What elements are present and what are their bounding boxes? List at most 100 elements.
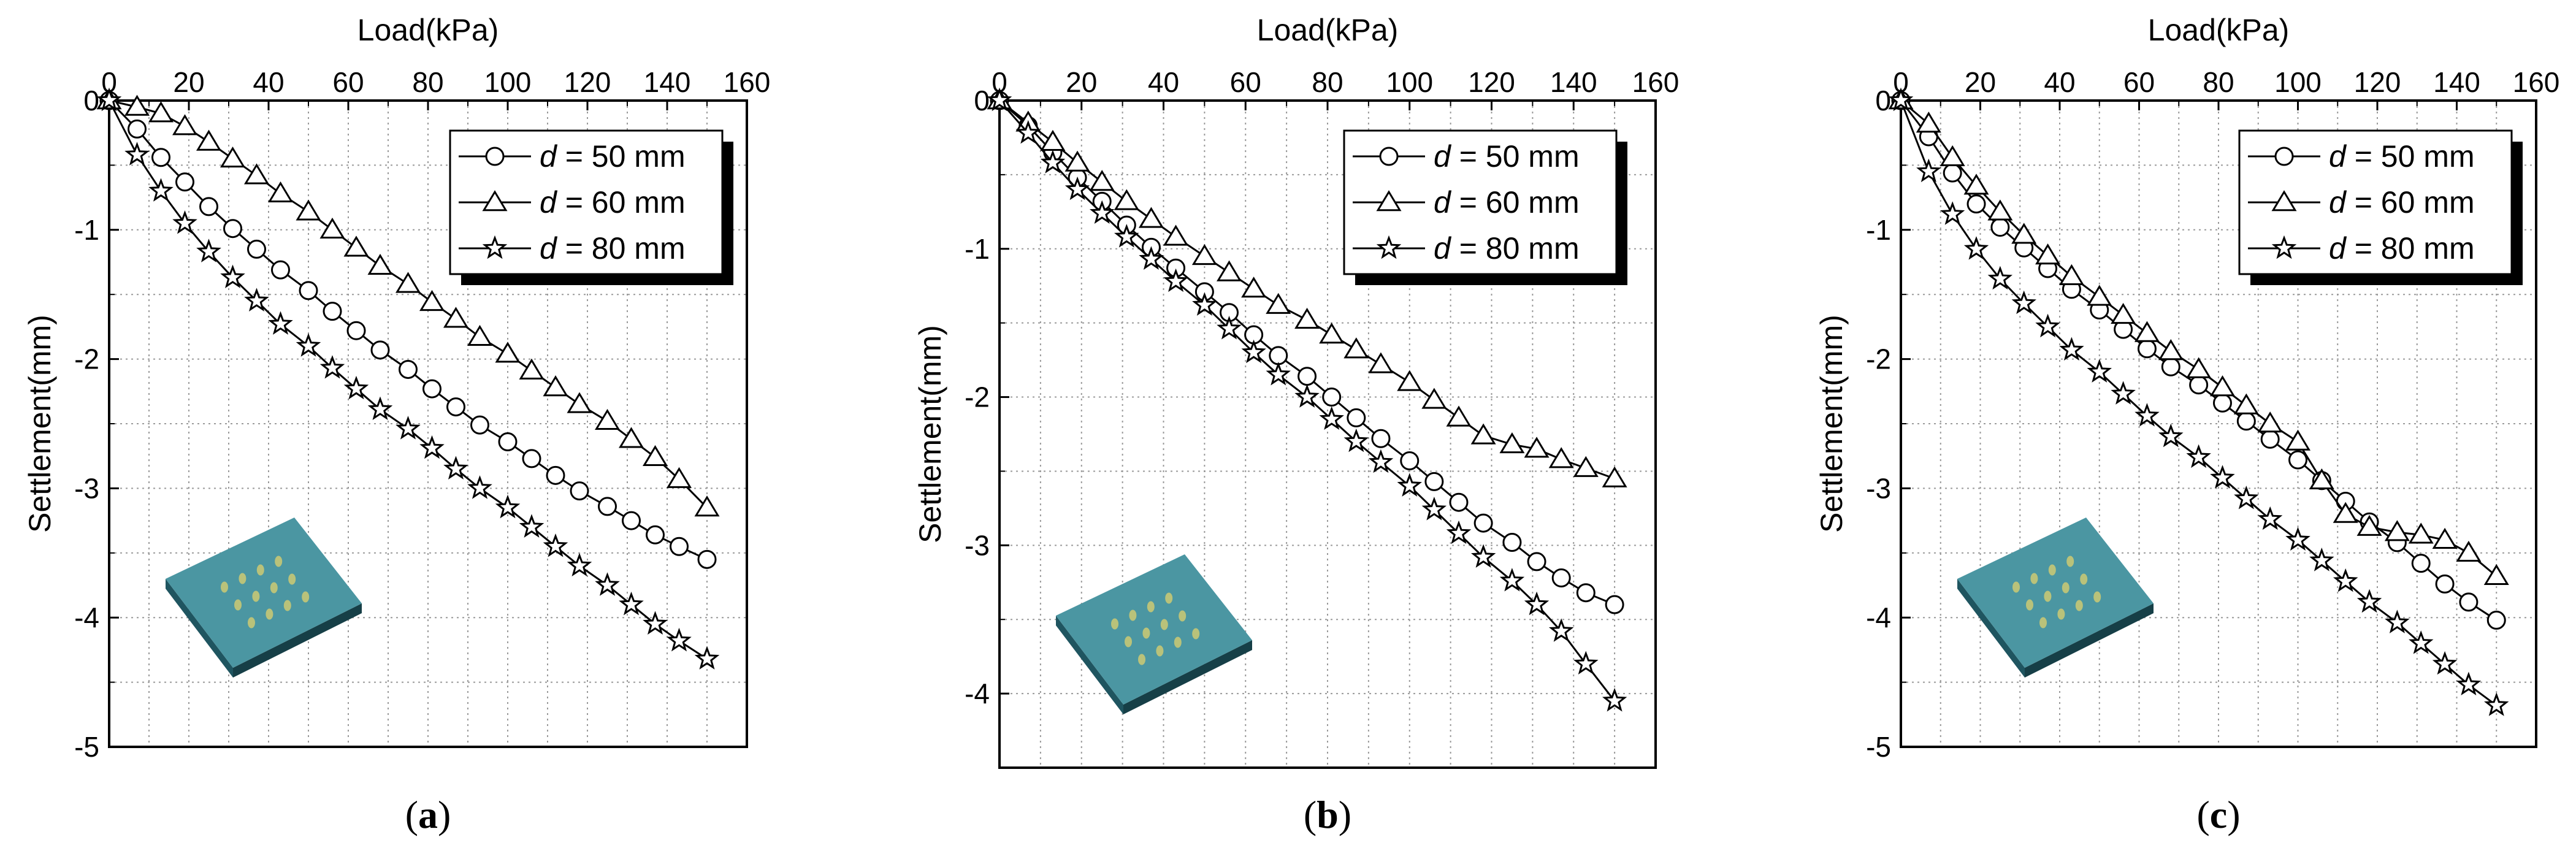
data-point	[2011, 290, 2036, 315]
y-tick-label: -1	[74, 214, 99, 246]
legend-variable: d	[540, 185, 558, 220]
legend-variable: d	[540, 231, 558, 266]
plate-hole	[1129, 610, 1137, 621]
y-tick-label: 0	[974, 85, 990, 117]
data-point	[323, 302, 342, 321]
data-point	[1241, 339, 1266, 364]
data-point	[223, 219, 242, 239]
data-point	[2158, 339, 2184, 361]
data-point	[2035, 313, 2060, 338]
data-point	[646, 525, 665, 545]
plate-hole	[2080, 573, 2088, 585]
legend-marker	[482, 235, 508, 259]
data-point	[1916, 158, 1941, 183]
plate-illustration	[1056, 554, 1252, 714]
legend-entry-label: d = 60 mm	[2329, 185, 2475, 220]
data-point	[543, 375, 568, 397]
y-axis-title: Settlement(mm)	[913, 325, 947, 543]
legend-value: = 80 mm	[557, 231, 686, 266]
data-point	[1163, 268, 1188, 292]
data-point	[2432, 651, 2458, 675]
caption-letter: c	[2210, 793, 2227, 836]
legend: d = 50 mmd = 60 mmd = 80 mm	[1343, 129, 1627, 285]
legend-value: = 60 mm	[1451, 185, 1580, 220]
plate-hole	[270, 582, 278, 594]
plate-hole	[2048, 564, 2056, 576]
data-point	[1371, 429, 1391, 448]
data-point	[2111, 303, 2136, 324]
caption-letter: b	[1317, 793, 1339, 836]
data-point	[1089, 170, 1115, 191]
data-point	[1319, 323, 1345, 344]
data-point	[1269, 346, 1288, 365]
data-point	[2288, 450, 2307, 470]
data-point	[2384, 520, 2410, 541]
data-point	[498, 432, 518, 452]
legend-entry-label: d = 50 mm	[2329, 139, 2475, 174]
legend-marker	[482, 190, 508, 212]
caption-paren: )	[438, 793, 451, 836]
data-point	[2356, 589, 2382, 613]
series-circle	[1891, 91, 2506, 630]
data-point	[694, 495, 720, 517]
data-point	[667, 467, 692, 488]
data-point	[1421, 388, 1447, 409]
data-point	[128, 119, 147, 139]
data-point	[495, 342, 521, 363]
series-triangle	[96, 88, 720, 517]
data-point	[643, 445, 668, 467]
chart-panel-a: 0 20 40 60 80 100 120 140 1600-1-2-3-4-5Load(kPa…	[23, 13, 770, 836]
data-point	[148, 101, 174, 123]
data-point	[1064, 150, 1090, 172]
plate-hole	[256, 564, 264, 576]
data-point	[220, 146, 245, 168]
data-point	[667, 627, 692, 652]
data-point	[1040, 129, 1066, 151]
data-point	[2158, 423, 2184, 448]
data-point	[2285, 429, 2310, 451]
data-point	[1446, 405, 1472, 427]
plate-hole	[1138, 654, 1145, 665]
data-point	[595, 408, 620, 430]
caption-letter: a	[418, 793, 438, 836]
data-point	[2233, 393, 2259, 415]
data-point	[247, 239, 266, 259]
data-point	[370, 340, 390, 360]
legend-entry-label: d = 50 mm	[540, 139, 686, 174]
data-point	[1397, 370, 1423, 391]
plate-side-left	[1957, 579, 2025, 678]
data-point	[1943, 163, 1962, 183]
data-point	[196, 129, 221, 151]
series-star	[1888, 87, 2509, 716]
plate-hole	[248, 617, 255, 629]
plate-hole	[275, 556, 283, 567]
data-point	[1343, 337, 1369, 359]
data-point	[643, 611, 668, 635]
series-star	[96, 87, 720, 670]
data-point	[622, 511, 641, 530]
x-tick-label: 140	[644, 66, 691, 98]
data-point	[319, 217, 345, 239]
data-point	[172, 210, 197, 234]
data-point	[619, 591, 644, 616]
plate-hole	[2075, 600, 2083, 611]
plate-hole	[2030, 573, 2038, 584]
data-point	[2087, 359, 2112, 383]
plate-top-surface	[166, 518, 362, 668]
data-point	[2186, 444, 2211, 468]
data-point	[220, 264, 245, 288]
data-point	[1576, 583, 1596, 603]
data-point	[2058, 264, 2084, 285]
data-point	[1473, 513, 1493, 533]
data-point	[399, 359, 418, 379]
x-tick-label: 140	[2433, 66, 2480, 98]
data-point	[2134, 321, 2160, 342]
data-point	[2435, 574, 2455, 594]
legend-variable: d	[2329, 139, 2347, 174]
data-point	[1499, 568, 1525, 592]
legend-value: = 80 mm	[2346, 231, 2475, 266]
series-circle	[990, 91, 1624, 614]
data-point	[1040, 150, 1066, 174]
data-point	[1470, 423, 1496, 445]
